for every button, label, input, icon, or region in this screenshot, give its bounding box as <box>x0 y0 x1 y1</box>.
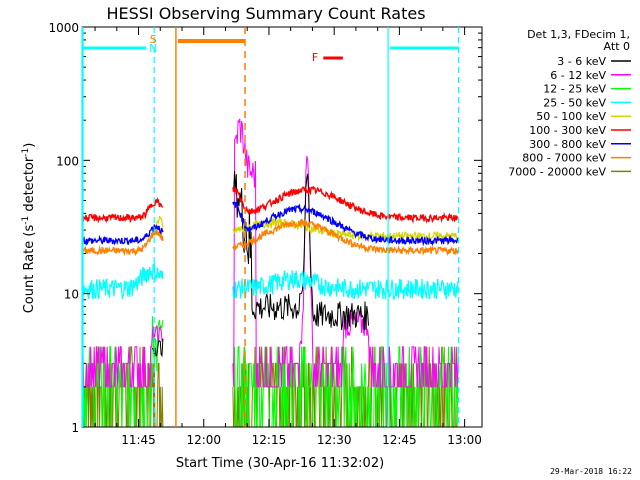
legend-label: 12 - 25 keV <box>543 83 606 96</box>
series-line <box>232 218 459 257</box>
legend-label: 7000 - 20000 keV <box>508 165 606 178</box>
x-tick-label: 13:00 <box>447 433 482 447</box>
legend-label: 6 - 12 keV <box>550 69 606 82</box>
legend-label: 25 - 50 keV <box>543 96 606 109</box>
x-tick-label: 11:45 <box>121 433 156 447</box>
plot-area <box>81 118 459 428</box>
date-stamp: 29-Mar-2018 16:22 <box>550 467 632 476</box>
x-tick-label: 12:15 <box>252 433 287 447</box>
series-line <box>232 201 459 247</box>
legend-title-line1: Det 1,3, FDecim 1, <box>527 28 630 41</box>
x-tick-label: 12:00 <box>186 433 221 447</box>
night-label: N <box>149 42 157 55</box>
series-line <box>232 217 459 242</box>
y-tick-label: 100 <box>56 154 79 168</box>
y-tick-label: 1 <box>71 421 79 435</box>
flag-markers: SN F <box>81 27 460 427</box>
series-line <box>81 224 164 246</box>
legend-label: 300 - 800 keV <box>529 138 606 151</box>
x-axis-label: Start Time (30-Apr-16 11:32:02) <box>176 456 384 471</box>
x-axis: 11:45 12:00 12:15 12:30 12:45 13:00 <box>94 27 482 447</box>
legend-label: 800 - 7000 keV <box>522 152 606 165</box>
series-line <box>81 262 164 301</box>
series-line <box>81 324 164 388</box>
legend-title-line2: Att 0 <box>604 40 630 53</box>
chart-title: HESSI Observing Summary Count Rates <box>106 4 425 23</box>
series-line <box>81 197 164 224</box>
series-line <box>81 229 164 257</box>
legend-label: 100 - 300 keV <box>529 124 606 137</box>
series-line <box>151 338 164 358</box>
y-tick-label: 1000 <box>48 21 79 35</box>
flare-label: F <box>312 51 318 64</box>
y-tick-label: 10 <box>64 288 79 302</box>
series-line <box>232 185 459 224</box>
x-tick-label: 12:45 <box>382 433 417 447</box>
x-tick-label: 12:30 <box>317 433 352 447</box>
saa-label: S <box>150 33 157 46</box>
legend-label: 50 - 100 keV <box>536 110 606 123</box>
y-axis-label: Count Rate (s-1 detector-1) <box>21 143 37 314</box>
series-line <box>232 269 459 301</box>
series-line <box>233 170 369 331</box>
legend-label: 3 - 6 keV <box>557 55 606 68</box>
